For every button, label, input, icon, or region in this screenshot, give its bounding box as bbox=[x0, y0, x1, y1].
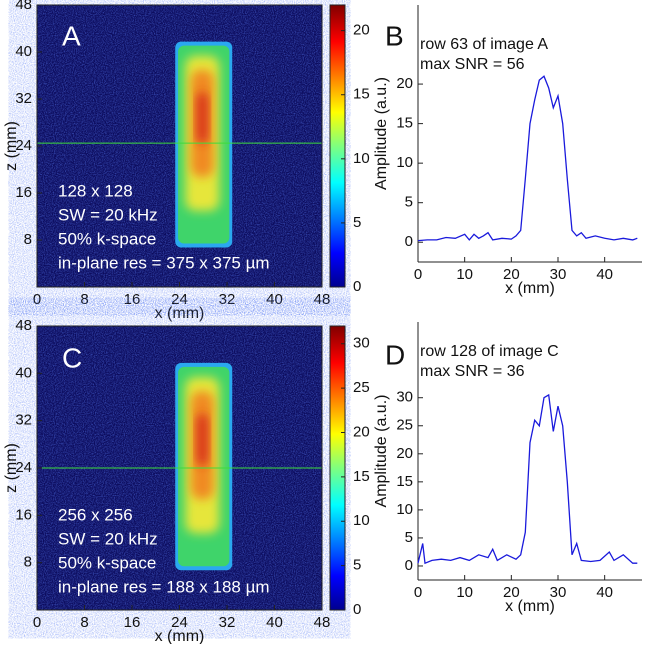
y-tick-label: 0 bbox=[405, 557, 413, 574]
x-tick-label: 16 bbox=[124, 614, 141, 631]
y-tick-label: 24 bbox=[15, 137, 32, 154]
colorbar-tick-label: 0 bbox=[353, 278, 361, 295]
colorbar-tick-label: 15 bbox=[353, 86, 370, 103]
y-tick-label: 8 bbox=[24, 554, 32, 571]
x-axis-label: x (mm) bbox=[155, 628, 205, 644]
y-tick-label: 15 bbox=[396, 473, 413, 490]
colorbar-tick-label: 5 bbox=[353, 557, 361, 574]
y-tick-label: 40 bbox=[15, 43, 32, 60]
x-tick-label: 48 bbox=[314, 291, 331, 308]
x-tick-label: 40 bbox=[596, 266, 613, 283]
y-axis-label: Amplitude (a.u.) bbox=[373, 395, 390, 508]
y-tick-label: 16 bbox=[15, 506, 32, 523]
x-tick-label: 32 bbox=[219, 614, 236, 631]
x-tick-label: 16 bbox=[124, 291, 141, 308]
x-axis-label: x (mm) bbox=[155, 305, 205, 322]
y-tick-label: 40 bbox=[15, 364, 32, 381]
y-tick-label: 48 bbox=[15, 0, 32, 13]
image-peak bbox=[196, 92, 208, 144]
annotation: 256 x 256 bbox=[58, 505, 133, 524]
panel-label: B bbox=[385, 20, 404, 51]
panel-label: A bbox=[62, 20, 81, 51]
y-tick-label: 20 bbox=[396, 75, 413, 92]
y-tick-label: 5 bbox=[405, 529, 413, 546]
y-tick-label: 25 bbox=[396, 417, 413, 434]
x-tick-label: 30 bbox=[550, 266, 567, 283]
y-tick-label: 15 bbox=[396, 115, 413, 132]
y-tick-label: 8 bbox=[24, 231, 32, 248]
x-tick-label: 0 bbox=[414, 266, 422, 283]
annotation: SW = 20 kHz bbox=[58, 529, 158, 548]
y-tick-label: 30 bbox=[396, 389, 413, 406]
x-tick-label: 10 bbox=[456, 584, 473, 601]
annotation: row 128 of image C bbox=[420, 343, 559, 360]
x-tick-label: 48 bbox=[314, 614, 331, 631]
x-tick-label: 8 bbox=[80, 291, 88, 308]
x-tick-label: 30 bbox=[550, 584, 567, 601]
x-tick-label: 24 bbox=[171, 291, 188, 308]
profile-line bbox=[417, 393, 638, 565]
colorbar-tick-label: 25 bbox=[353, 379, 370, 396]
y-axis-label: z (mm) bbox=[3, 121, 20, 171]
colorbar-tick-label: 15 bbox=[353, 468, 370, 485]
y-tick-label: 5 bbox=[405, 194, 413, 211]
x-tick-label: 24 bbox=[171, 614, 188, 631]
annotation: 50% k-space bbox=[58, 229, 156, 248]
y-tick-label: 48 bbox=[15, 317, 32, 334]
colorbar-tick-label: 20 bbox=[353, 423, 370, 440]
annotation: row 63 of image A bbox=[420, 36, 548, 53]
annotation: 128 x 128 bbox=[58, 181, 133, 200]
y-tick-label: 0 bbox=[405, 233, 413, 250]
x-tick-label: 32 bbox=[219, 291, 236, 308]
x-tick-label: 20 bbox=[503, 266, 520, 283]
y-tick-label: 10 bbox=[396, 154, 413, 171]
colorbar-tick-label: 5 bbox=[353, 214, 361, 231]
colorbar bbox=[329, 325, 346, 611]
x-tick-label: 8 bbox=[80, 614, 88, 631]
colorbar-tick-label: 10 bbox=[353, 150, 370, 167]
x-tick-label: 40 bbox=[266, 291, 283, 308]
colorbar-tick-label: 0 bbox=[353, 601, 361, 618]
annotation: in-plane res = 375 x 375 µm bbox=[58, 253, 270, 272]
colorbar bbox=[329, 4, 346, 288]
panel-label: C bbox=[62, 342, 82, 373]
y-tick-label: 10 bbox=[396, 501, 413, 518]
annotation: in-plane res = 188 x 188 µm bbox=[58, 577, 270, 596]
y-axis-label: Amplitude (a.u.) bbox=[373, 77, 390, 190]
x-tick-label: 40 bbox=[266, 614, 283, 631]
panel-label: D bbox=[385, 339, 405, 370]
x-axis-label: x (mm) bbox=[505, 280, 555, 297]
y-axis-label: z (mm) bbox=[3, 443, 20, 493]
colorbar-tick-label: 20 bbox=[353, 22, 370, 39]
annotation: SW = 20 kHz bbox=[58, 205, 158, 224]
x-axis-label: x (mm) bbox=[505, 598, 555, 615]
annotation: max SNR = 36 bbox=[420, 363, 525, 380]
x-tick-label: 40 bbox=[596, 584, 613, 601]
x-tick-label: 0 bbox=[33, 291, 41, 308]
y-tick-label: 20 bbox=[396, 445, 413, 462]
sample-image bbox=[175, 41, 233, 248]
y-tick-label: 16 bbox=[15, 184, 32, 201]
image-peak bbox=[196, 414, 208, 466]
sample-image bbox=[175, 362, 233, 571]
annotation: max SNR = 56 bbox=[420, 56, 525, 73]
y-tick-label: 32 bbox=[15, 90, 32, 107]
colorbar-tick-label: 10 bbox=[353, 512, 370, 529]
y-tick-label: 24 bbox=[15, 459, 32, 476]
profile-line bbox=[417, 75, 638, 242]
x-tick-label: 0 bbox=[33, 614, 41, 631]
x-tick-label: 10 bbox=[456, 266, 473, 283]
colorbar-tick-label: 30 bbox=[353, 335, 370, 352]
x-tick-label: 0 bbox=[414, 584, 422, 601]
x-tick-label: 20 bbox=[503, 584, 520, 601]
annotation: 50% k-space bbox=[58, 553, 156, 572]
y-tick-label: 32 bbox=[15, 412, 32, 429]
